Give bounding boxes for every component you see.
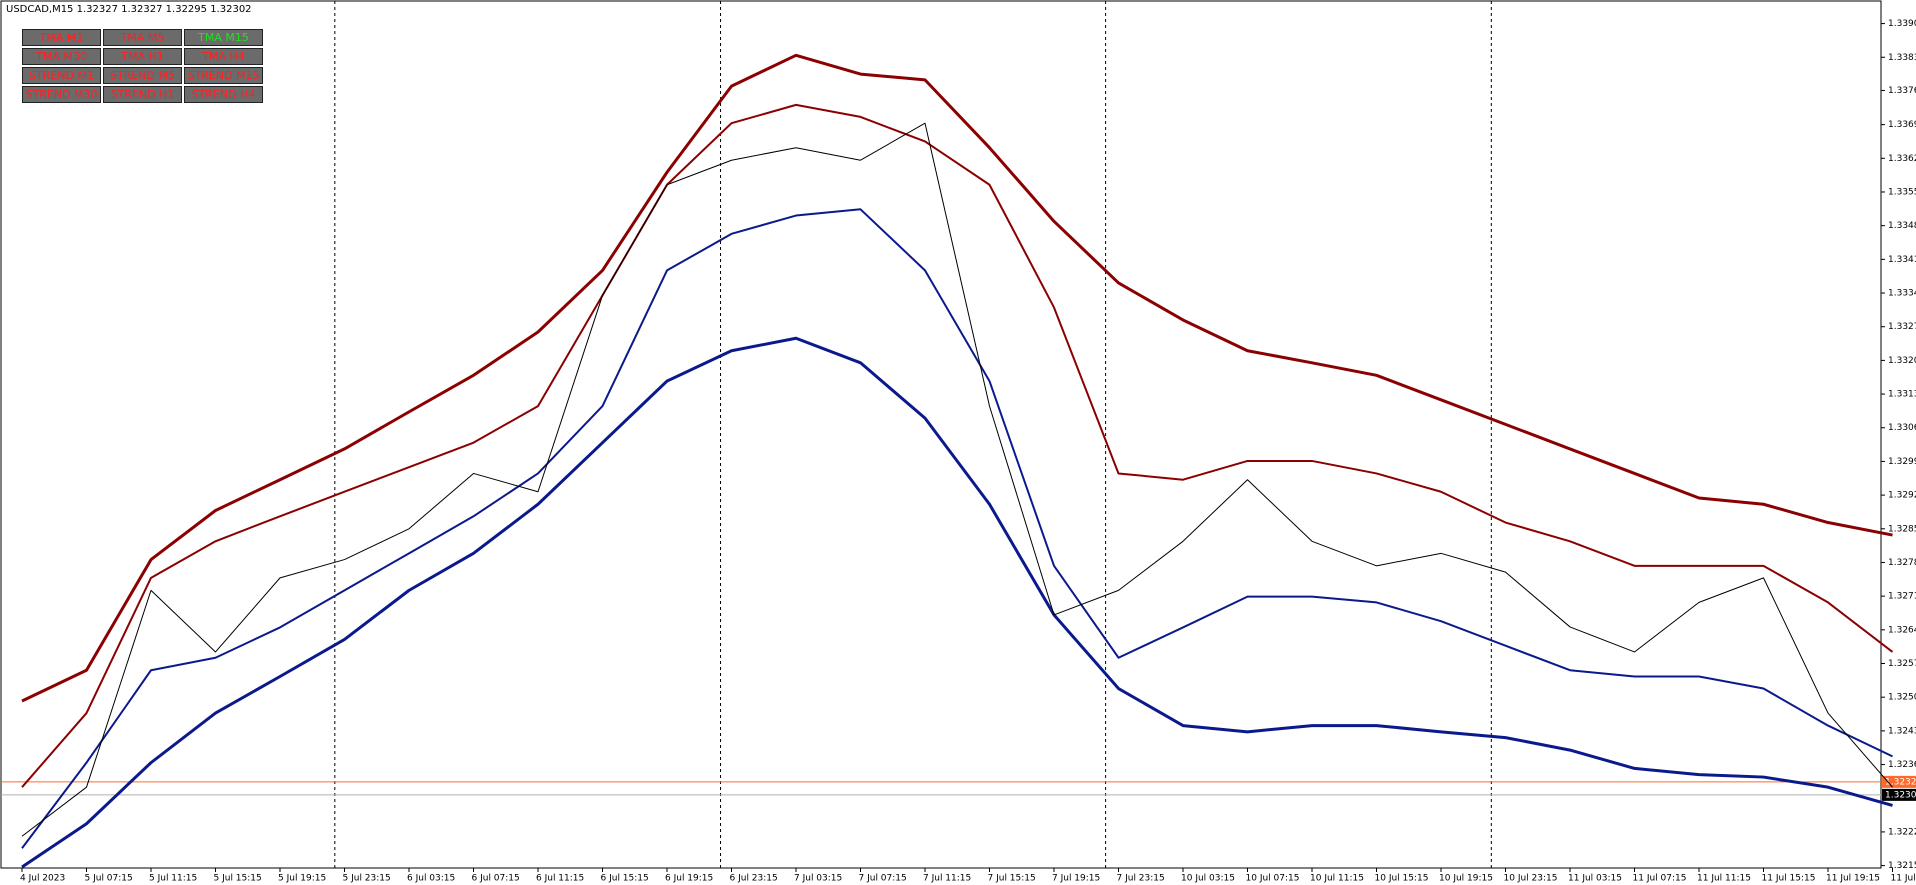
toggle-button[interactable]: TMA M30 bbox=[22, 48, 101, 65]
y-tick-label: 1.32715 bbox=[1888, 592, 1916, 602]
y-tick-label: 1.32505 bbox=[1888, 693, 1916, 703]
x-tick-label: 6 Jul 15:15 bbox=[601, 874, 649, 884]
y-tick-label: 1.33135 bbox=[1888, 390, 1916, 400]
x-tick-label: 10 Jul 23:15 bbox=[1504, 874, 1558, 884]
y-tick-label: 1.32435 bbox=[1888, 726, 1916, 736]
toggle-button[interactable]: TMA M1 bbox=[22, 29, 101, 46]
x-tick-label: 11 Jul 23:15 bbox=[1891, 874, 1916, 884]
x-tick-label: 5 Jul 23:15 bbox=[343, 874, 391, 884]
toggle-button[interactable]: STREND M15 bbox=[184, 67, 263, 84]
y-tick-label: 1.32645 bbox=[1888, 625, 1916, 635]
series-line bbox=[21, 103, 1894, 788]
x-tick-label: 6 Jul 11:15 bbox=[536, 874, 584, 884]
x-tick-label: 4 Jul 2023 bbox=[20, 874, 65, 884]
x-tick-label: 7 Jul 19:15 bbox=[1052, 874, 1100, 884]
y-tick-label: 1.32575 bbox=[1888, 659, 1916, 669]
x-tick-label: 5 Jul 19:15 bbox=[278, 874, 326, 884]
x-tick-label: 5 Jul 15:15 bbox=[214, 874, 262, 884]
y-tick-label: 1.33625 bbox=[1888, 154, 1916, 164]
x-tick-label: 11 Jul 07:15 bbox=[1633, 874, 1687, 884]
y-tick-label: 1.32365 bbox=[1888, 760, 1916, 770]
x-tick-label: 10 Jul 07:15 bbox=[1246, 874, 1300, 884]
y-tick-label: 1.32855 bbox=[1888, 524, 1916, 534]
y-tick-label: 1.33835 bbox=[1888, 53, 1916, 63]
y-tick-label: 1.33065 bbox=[1888, 423, 1916, 433]
y-tick-label: 1.33205 bbox=[1888, 356, 1916, 366]
toggle-button[interactable]: STREND M5 bbox=[103, 67, 182, 84]
x-tick-label: 6 Jul 07:15 bbox=[472, 874, 520, 884]
plot-frame bbox=[0, 0, 1882, 869]
x-tick-label: 6 Jul 19:15 bbox=[665, 874, 713, 884]
button-panel: TMA M1 TMA M5 TMA M15 TMA M30 TMA H1 TMA H4 ST… bbox=[22, 29, 263, 103]
y-tick-label: 1.33345 bbox=[1888, 289, 1916, 299]
toggle-button[interactable]: STREND M1 bbox=[22, 67, 101, 84]
toggle-button[interactable]: TMA H4 bbox=[184, 48, 263, 65]
y-tick-label: 1.32925 bbox=[1888, 491, 1916, 501]
x-tick-label: 11 Jul 11:15 bbox=[1697, 874, 1751, 884]
price-label-box bbox=[1882, 788, 1916, 801]
y-tick-label: 1.33485 bbox=[1888, 221, 1916, 231]
x-tick-label: 6 Jul 23:15 bbox=[730, 874, 778, 884]
symbol-info: USDCAD,M15 1.32327 1.32327 1.32295 1.323… bbox=[6, 4, 252, 15]
x-tick-label: 7 Jul 15:15 bbox=[988, 874, 1036, 884]
series-line bbox=[21, 122, 1893, 837]
x-tick-label: 5 Jul 07:15 bbox=[85, 874, 133, 884]
x-tick-label: 10 Jul 11:15 bbox=[1310, 874, 1364, 884]
x-tick-label: 6 Jul 03:15 bbox=[407, 874, 455, 884]
x-tick-label: 7 Jul 23:15 bbox=[1117, 874, 1165, 884]
y-tick-label: 1.33905 bbox=[1888, 19, 1916, 29]
toggle-button[interactable]: TMA M15 bbox=[184, 29, 263, 46]
toggle-button[interactable]: TMA M5 bbox=[103, 29, 182, 46]
toggle-button[interactable]: STREND H4 bbox=[184, 86, 263, 103]
y-tick-label: 1.33555 bbox=[1888, 187, 1916, 197]
y-tick-label: 1.32155 bbox=[1888, 861, 1916, 871]
x-tick-label: 5 Jul 11:15 bbox=[149, 874, 197, 884]
x-tick-label: 7 Jul 03:15 bbox=[794, 874, 842, 884]
toggle-button[interactable]: STREND M30 bbox=[22, 86, 101, 103]
y-tick-label: 1.33766 bbox=[1888, 86, 1916, 96]
x-tick-label: 11 Jul 19:15 bbox=[1826, 874, 1880, 884]
toggle-button[interactable]: TMA H1 bbox=[103, 48, 182, 65]
y-tick-label: 1.33415 bbox=[1888, 255, 1916, 265]
x-tick-label: 11 Jul 03:15 bbox=[1568, 874, 1622, 884]
price-label: 1.32329 bbox=[1885, 777, 1916, 787]
y-tick-label: 1.32225 bbox=[1888, 827, 1916, 837]
series-line bbox=[21, 336, 1893, 869]
price-label: 1.32302 bbox=[1885, 790, 1916, 800]
x-tick-label: 7 Jul 11:15 bbox=[923, 874, 971, 884]
y-tick-label: 1.32995 bbox=[1888, 457, 1916, 467]
x-tick-label: 10 Jul 19:15 bbox=[1439, 874, 1493, 884]
toggle-button[interactable]: STREND H1 bbox=[103, 86, 182, 103]
series-line bbox=[21, 208, 1893, 849]
x-tick-label: 11 Jul 15:15 bbox=[1762, 874, 1816, 884]
series-line bbox=[21, 53, 1893, 703]
y-tick-label: 1.33275 bbox=[1888, 322, 1916, 332]
y-tick-label: 1.32785 bbox=[1888, 558, 1916, 568]
x-tick-label: 10 Jul 15:15 bbox=[1375, 874, 1429, 884]
y-tick-label: 1.33695 bbox=[1888, 120, 1916, 130]
x-tick-label: 7 Jul 07:15 bbox=[859, 874, 907, 884]
x-tick-label: 10 Jul 03:15 bbox=[1181, 874, 1235, 884]
